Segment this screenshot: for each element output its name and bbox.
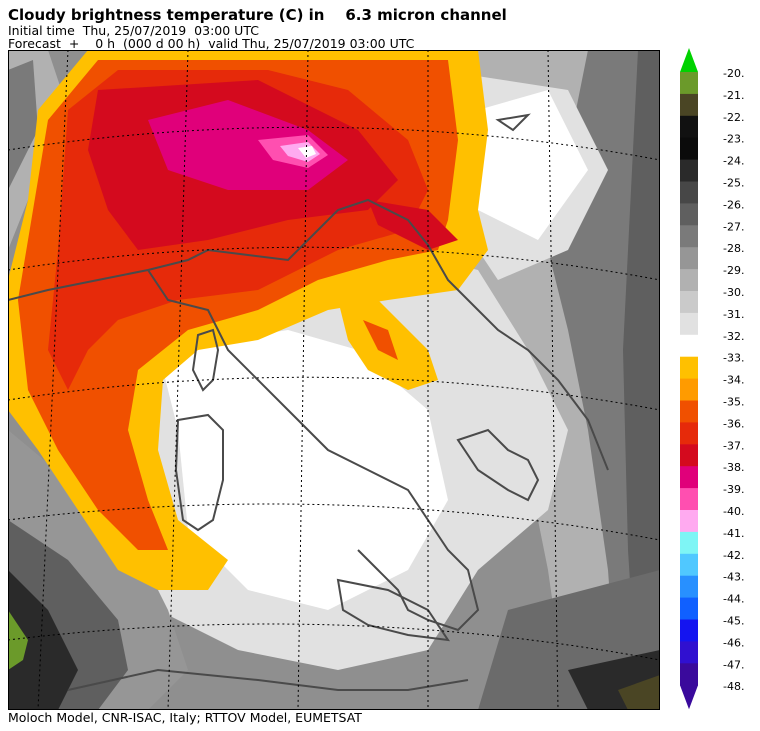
legend-label: -29. — [723, 264, 744, 277]
cloud-core — [298, 146, 316, 158]
legend-label: -33. — [723, 352, 744, 365]
legend-label: -31. — [723, 308, 744, 321]
legend-label: -35. — [723, 396, 744, 409]
legend-swatch — [680, 203, 698, 226]
legend-swatch — [680, 181, 698, 204]
legend-label: -27. — [723, 220, 744, 233]
legend-label: -46. — [723, 636, 744, 649]
map-frame — [8, 50, 660, 710]
field-white — [158, 330, 448, 610]
legend-swatch — [680, 422, 698, 445]
legend-label: -25. — [723, 177, 744, 190]
legend-arrow-bottom — [680, 685, 698, 710]
legend-swatch — [680, 510, 698, 533]
legend-label: -45. — [723, 615, 744, 628]
legend-swatch — [680, 334, 698, 358]
legend-label: -30. — [723, 286, 744, 299]
field-green-sw — [8, 610, 28, 670]
legend-swatch — [680, 225, 698, 248]
map-title: Cloudy brightness temperature (C) in 6.3… — [8, 6, 507, 24]
cloud-orange-adriatic — [363, 320, 398, 360]
legend-swatch — [680, 378, 698, 401]
legend-swatch — [680, 159, 698, 182]
legend-label: -24. — [723, 155, 744, 168]
legend-swatch — [680, 444, 698, 467]
legend-swatch — [680, 400, 698, 423]
legend-swatch — [680, 115, 698, 139]
legend-swatch — [680, 575, 698, 599]
field-grey-dark-east — [623, 50, 660, 710]
coastline-north — [8, 198, 609, 471]
legend-label: -41. — [723, 527, 744, 540]
legend-label: -37. — [723, 439, 744, 452]
legend-swatch — [680, 247, 698, 270]
coastline-puglia — [456, 428, 540, 502]
legend-swatch — [680, 137, 698, 161]
legend-label: -22. — [723, 111, 744, 124]
coastline-lake — [495, 113, 531, 132]
legend-swatch — [680, 553, 698, 577]
field-olive-se — [618, 675, 660, 710]
legend-label: -23. — [723, 133, 744, 146]
legend-swatch — [680, 597, 698, 620]
legend-label: -36. — [723, 417, 744, 430]
coastline-sicily — [336, 578, 451, 642]
legend-label: -47. — [723, 658, 744, 671]
legend-swatch — [680, 466, 698, 489]
legend-label: -20. — [723, 67, 744, 80]
legend-swatch — [680, 312, 698, 336]
credits: Moloch Model, CNR-ISAC, Italy; RTTOV Mod… — [8, 710, 362, 725]
field-white-ne — [478, 90, 588, 240]
cloud-magenta — [148, 100, 348, 190]
field-dark-nw — [8, 60, 38, 190]
legend-swatch — [680, 269, 698, 292]
legend-swatch — [680, 356, 698, 380]
legend-label: -40. — [723, 505, 744, 518]
legend-swatch — [680, 291, 698, 314]
legend-label: -38. — [723, 461, 744, 474]
legend-swatch — [680, 619, 698, 642]
legend-swatch — [680, 663, 698, 686]
legend-label: -32. — [723, 330, 744, 343]
legend-label: -21. — [723, 89, 744, 102]
legend-label: -42. — [723, 549, 744, 562]
legend-arrow-top — [680, 48, 698, 72]
legend-swatch — [680, 93, 698, 117]
legend-label: -43. — [723, 571, 744, 584]
legend-label: -44. — [723, 593, 744, 606]
legend-label: -26. — [723, 198, 744, 211]
legend-label: -39. — [723, 483, 744, 496]
legend-label: -28. — [723, 242, 744, 255]
legend-label: -48. — [723, 680, 744, 693]
legend-swatch — [680, 641, 698, 664]
field-darker-sw — [8, 570, 78, 710]
coastline-sardinia — [174, 413, 224, 532]
color-legend: -20. -21. -22. -23. -24. -25. -26. -27. -28. -29.… — [680, 48, 744, 710]
brightness-temperature-map — [8, 50, 660, 710]
legend-swatch — [680, 72, 698, 95]
graticule — [8, 50, 660, 710]
initial-time: Initial time Thu, 25/07/2019 03:00 UTC — [8, 23, 259, 38]
legend-swatch — [680, 531, 698, 555]
legend-label: -34. — [723, 374, 744, 387]
legend-swatch — [680, 488, 698, 511]
forecast-time: Forecast + 0 h (000 d 00 h) valid Thu, 2… — [8, 36, 415, 51]
